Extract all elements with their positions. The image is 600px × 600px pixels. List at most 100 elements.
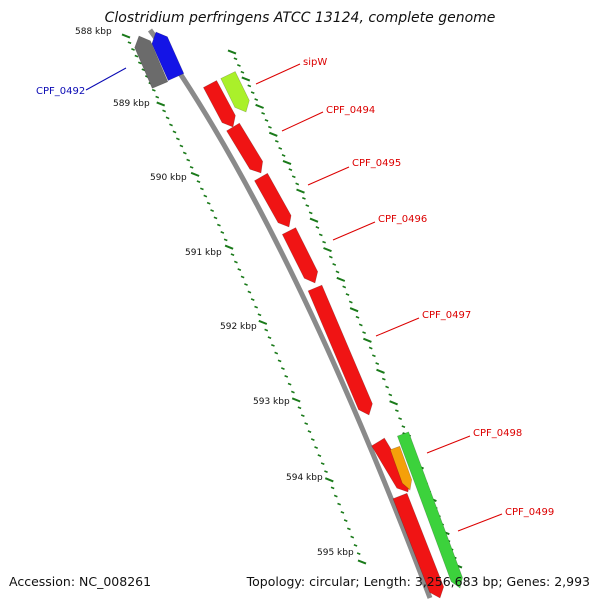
tick-mark	[151, 88, 156, 92]
tick-mark	[165, 116, 170, 120]
tick-mark	[254, 305, 259, 309]
tick-mark	[375, 362, 380, 365]
gene-arrow-cpf0494[interactable]	[226, 122, 264, 174]
tick-mark	[155, 95, 160, 99]
kbp-label-588: 588 kbp	[75, 27, 112, 37]
tick-mark	[362, 331, 366, 334]
leader-cpf0498	[426, 435, 471, 454]
tick-mark	[255, 103, 264, 109]
tick-mark	[315, 226, 320, 229]
map-title: Clostridium perfringens ATCC 13124, comp…	[105, 10, 496, 26]
tick-mark	[172, 130, 177, 134]
tick-mark	[368, 346, 373, 350]
tick-mark	[398, 417, 403, 421]
tick-mark	[335, 270, 340, 274]
tick-mark	[371, 354, 376, 358]
tick-mark	[267, 336, 272, 340]
tick-mark	[131, 48, 135, 51]
genome-summary: Topology: circular; Length: 3,256,683 bp…	[246, 574, 590, 589]
gene-label-cpf0499[interactable]: CPF_0499	[505, 507, 554, 518]
tick-mark	[258, 319, 268, 325]
tick-mark	[250, 91, 255, 95]
tick-mark	[257, 313, 262, 317]
tick-mark	[134, 54, 139, 58]
tick-mark	[237, 268, 242, 271]
gene-arrow-cpf0495[interactable]	[254, 172, 292, 228]
tick-mark	[349, 307, 359, 313]
tick-mark	[247, 290, 252, 294]
tick-mark	[291, 397, 301, 403]
tick-mark	[296, 188, 305, 194]
tick-mark	[268, 131, 278, 137]
tick-mark	[206, 201, 211, 205]
gene-label-cpf0492[interactable]: CPF_0492	[36, 86, 85, 97]
tick-mark	[175, 137, 180, 141]
kbp-label-590: 590 kbp	[150, 173, 187, 183]
tick-mark	[324, 470, 328, 474]
tick-mark	[342, 285, 347, 289]
tick-mark	[401, 425, 406, 429]
tick-mark	[308, 211, 313, 215]
tick-mark	[179, 144, 184, 148]
gene-arrow-unlabeled-3[interactable]	[202, 80, 236, 128]
tick-mark	[169, 123, 173, 127]
label-leaders	[85, 63, 503, 532]
tick-mark	[241, 76, 251, 82]
tick-mark	[127, 41, 132, 45]
tick-mark	[189, 165, 194, 169]
tick-mark	[381, 377, 386, 381]
tick-mark	[317, 454, 322, 457]
tick-mark	[323, 247, 332, 253]
tick-mark	[240, 70, 245, 74]
tick-mark	[162, 109, 167, 113]
gene-label-cpf0494[interactable]: CPF_0494	[326, 105, 375, 116]
tick-mark	[278, 146, 283, 150]
tick-mark	[288, 168, 293, 172]
tick-mark	[240, 275, 245, 279]
gene-label-cpf0498[interactable]: CPF_0498	[473, 428, 522, 439]
tick-mark	[304, 422, 309, 425]
tick-mark	[337, 502, 342, 506]
tick-mark	[244, 283, 248, 286]
tick-mark	[345, 293, 350, 296]
gene-label-cpf0496[interactable]: CPF_0496	[378, 214, 427, 225]
accession-text: Accession: NC_008261	[9, 574, 151, 589]
tick-mark	[261, 111, 266, 115]
gene-arrow-cpf0497[interactable]	[307, 284, 373, 416]
gene-arrow-cpf0499[interactable]	[397, 431, 463, 589]
gene-arrow-sipw[interactable]	[220, 71, 250, 113]
gene-arrow-unlabeled-9[interactable]	[389, 445, 413, 491]
tick-mark	[190, 171, 200, 177]
gene-arrow-unlabeled-11[interactable]	[392, 492, 445, 599]
tick-mark	[199, 187, 204, 191]
tick-mark	[328, 255, 333, 259]
tick-mark	[340, 510, 345, 514]
tick-mark	[264, 118, 269, 122]
gene-label-sipw[interactable]: sipW	[303, 57, 327, 68]
gene-label-cpf0495[interactable]: CPF_0495	[352, 158, 401, 169]
tick-mark	[227, 49, 237, 55]
tick-mark	[314, 446, 319, 449]
kbp-label-594: 594 kbp	[286, 473, 323, 483]
tick-mark	[250, 298, 255, 301]
kbp-label-595: 595 kbp	[317, 548, 354, 558]
gene-arrow-unlabeled-1[interactable]	[134, 35, 169, 89]
tick-mark	[320, 462, 325, 465]
tick-mark	[220, 231, 225, 234]
leader-cpf0494	[281, 111, 324, 132]
leader-cpf0496	[332, 221, 376, 241]
tick-mark	[213, 216, 218, 220]
tick-mark	[216, 223, 221, 227]
gene-arrow-cpf0492[interactable]	[151, 31, 185, 81]
tick-mark	[233, 57, 238, 61]
gene-arrow-cpf0496[interactable]	[281, 227, 319, 284]
kbp-ruler: 588 kbp 589 kbp 590 kbp 591 kbp 592 kbp …	[75, 27, 354, 558]
gene-label-cpf0497[interactable]: CPF_0497	[422, 310, 471, 321]
tick-mark	[310, 438, 315, 441]
tick-mark	[355, 315, 360, 319]
tick-mark	[291, 175, 296, 179]
tick-mark	[346, 527, 351, 531]
kbp-label-589: 589 kbp	[113, 99, 150, 109]
tick-mark	[333, 494, 338, 498]
